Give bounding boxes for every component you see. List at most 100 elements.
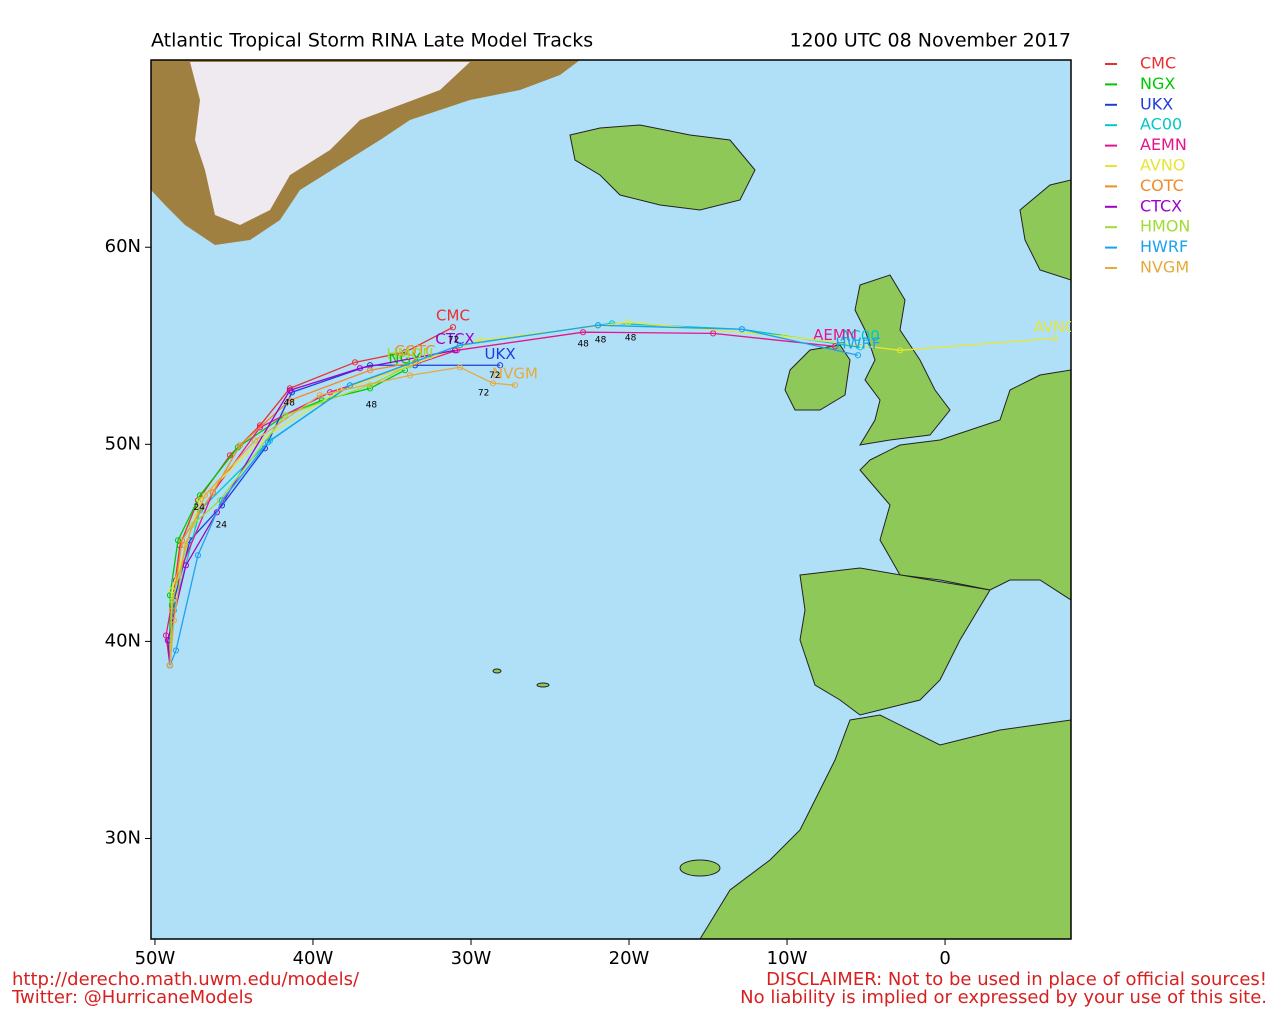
footer-url: http://derecho.math.uwm.edu/models/: [12, 969, 360, 990]
legend-label: NGX: [1140, 74, 1175, 93]
track-point: [489, 380, 497, 387]
ireland: [784, 344, 851, 411]
track-point: [316, 392, 324, 399]
track-point: [456, 364, 464, 371]
track-point: [496, 362, 504, 369]
track-point: [209, 489, 217, 496]
track-point: [281, 412, 289, 419]
legend-label: HWRF: [1140, 237, 1188, 256]
hour-label: 72: [478, 389, 489, 399]
hour-label: 48: [366, 400, 378, 410]
legend-label: HMON: [1140, 217, 1190, 236]
track-point: [170, 617, 178, 624]
track-point: [406, 372, 414, 379]
azores: [536, 682, 550, 688]
hour-label: 48: [625, 333, 637, 343]
track-label: AEMN: [813, 326, 857, 344]
track-point: [366, 367, 374, 374]
track-point: [178, 537, 186, 544]
legend-label: COTC: [1140, 176, 1184, 195]
plot-frame: [150, 59, 1072, 940]
track-point: [449, 324, 457, 331]
track-line: [169, 324, 859, 666]
track-line: [169, 364, 411, 666]
track-label: AVNO: [1034, 318, 1077, 336]
iceland: [569, 124, 756, 211]
track-point: [738, 326, 746, 333]
track-point: [594, 322, 602, 329]
disclaimer: No liability is implied or expressed by …: [740, 987, 1267, 1008]
y-tick-label: 30N: [105, 827, 141, 848]
track-label: HWRF: [835, 335, 880, 353]
track-point: [579, 329, 587, 336]
title: Atlantic Tropical Storm RINA Late Model …: [151, 30, 593, 52]
track-point: [201, 492, 208, 499]
track-point: [1051, 335, 1059, 342]
track-point: [264, 439, 272, 446]
track-point: [181, 542, 189, 549]
track-point: [172, 647, 180, 654]
track-point: [356, 365, 364, 372]
track-point: [182, 562, 190, 569]
x-tick-label: 20W: [609, 948, 650, 969]
legend-label: CMC: [1140, 54, 1176, 73]
track-label: CTCX: [435, 330, 475, 348]
x-tick-label: 0: [939, 948, 950, 969]
hour-label: 72: [448, 335, 459, 345]
azores: [492, 668, 502, 674]
x-tick-label: 50W: [135, 948, 176, 969]
iberia: [799, 567, 991, 716]
track-point: [166, 662, 174, 669]
track-point: [166, 592, 174, 599]
track-point: [896, 347, 904, 354]
x-tick-label: 30W: [451, 948, 492, 969]
track-point: [194, 552, 202, 559]
subtitle: 1200 UTC 08 November 2017: [789, 30, 1071, 52]
hour-label: 48: [284, 398, 296, 408]
track-point: [251, 437, 259, 444]
disclaimer: DISCLAIMER: Not to be used in place of o…: [766, 969, 1267, 990]
greenland-ice: [190, 62, 470, 225]
track-point: [168, 597, 176, 604]
y-tick-label: 60N: [105, 236, 141, 257]
y-tick-label: 50N: [105, 433, 141, 454]
track-point: [236, 442, 244, 449]
x-tick-label: 10W: [767, 948, 808, 969]
track-label: UKX: [485, 345, 516, 363]
track-point: [831, 343, 839, 350]
x-tick-label: 40W: [293, 948, 334, 969]
track-label: AC00: [840, 327, 880, 345]
track-point: [511, 382, 519, 389]
track-label: NVGM: [492, 365, 538, 383]
track-point: [624, 319, 632, 326]
track-point: [406, 362, 414, 369]
land: [151, 60, 1071, 939]
track-point: [174, 537, 182, 544]
legend-label: CTCX: [1140, 196, 1182, 215]
scandinavia: [1019, 179, 1071, 281]
hour-label: 24: [216, 521, 228, 531]
hour-label: 24: [193, 503, 205, 513]
footer-twitter: Twitter: @HurricaneModels: [11, 987, 253, 1008]
track-point: [456, 342, 464, 349]
track-line: [169, 366, 515, 666]
track-point: [286, 387, 294, 394]
hour-label: 48: [577, 339, 589, 349]
africa: [699, 714, 1071, 939]
track-point: [451, 347, 459, 354]
hour-label: 48: [595, 335, 607, 345]
track-point: [256, 424, 264, 431]
y-tick-label: 40N: [105, 630, 141, 651]
track-point: [709, 330, 717, 337]
track-point: [286, 397, 294, 404]
track-point: [854, 352, 862, 359]
legend-label: NVGM: [1140, 258, 1189, 277]
canary-islands: [679, 859, 721, 877]
legend-label: AC00: [1140, 115, 1182, 134]
track-label: CMC: [436, 307, 470, 325]
track-point: [218, 497, 226, 504]
track-point: [856, 344, 864, 351]
europe: [859, 369, 1071, 601]
